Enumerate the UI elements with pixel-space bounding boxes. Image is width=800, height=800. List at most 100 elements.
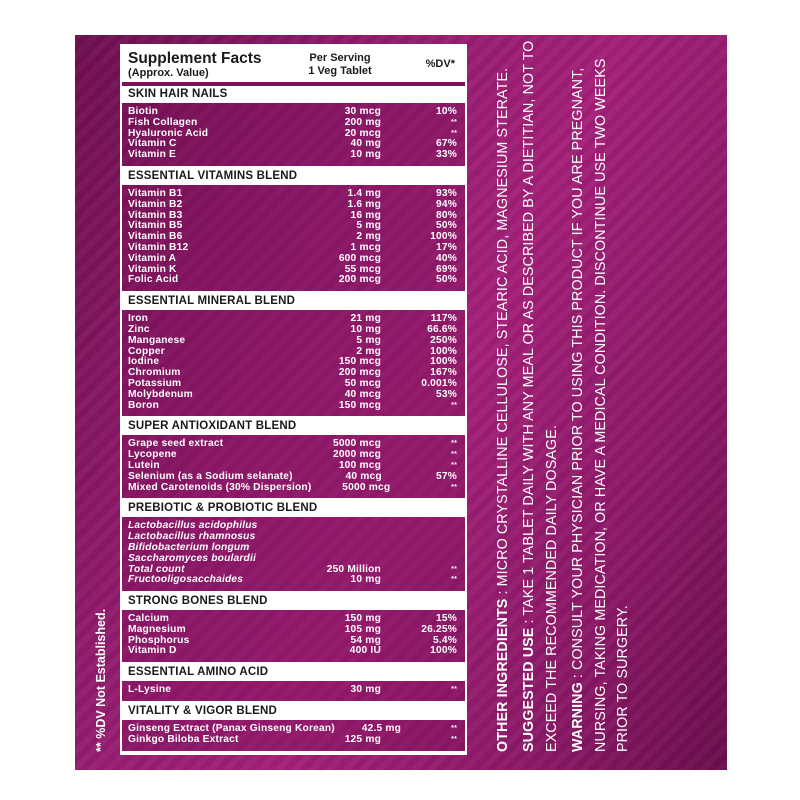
nutrient-dv: 15% <box>436 613 457 625</box>
nutrient-name: Ginkgo Biloba Extract <box>128 733 239 745</box>
nutrient-dv: 100% <box>430 231 457 243</box>
nutrient-name: Bifidobacterium longum <box>128 541 250 553</box>
nutrient-name: Vitamin B2 <box>128 198 183 210</box>
nutrient-dv: ** <box>451 401 457 409</box>
nutrient-amount: 10 mg <box>350 149 381 161</box>
nutrient-row: Vitamin A 600 mcg 40% <box>128 252 459 265</box>
nutrient-dv: 10% <box>436 106 457 117</box>
suggested-use: SUGGESTED USE : TAKE 1 TABLET DAILY WITH… <box>521 40 560 752</box>
nutrient-dv: 100% <box>430 645 457 657</box>
section-body: Ginseng Extract (Panax Ginseng Korean) 42… <box>122 720 465 753</box>
section-header: VITALITY & VIGOR BLEND <box>122 703 465 721</box>
nutrient-dv: ** <box>451 576 457 584</box>
nutrient-dv: 94% <box>436 198 457 210</box>
nutrient-amount: 42.5 mg <box>361 723 402 735</box>
nutrient-name: Chromium <box>128 367 181 379</box>
nutrient-name: L-Lysine <box>128 684 172 696</box>
nutrient-row: Saccharomyces boulardii <box>128 552 459 565</box>
nutrient-row: Lutein 100 mcg ** <box>128 459 459 472</box>
nutrient-amount: 30 mcg <box>344 106 381 117</box>
nutrient-row: Vitamin D 400 IU 100% <box>128 646 459 657</box>
nutrient-row: Fructooligosacchaides 10 mg ** <box>128 574 459 586</box>
nutrient-row: Selenium (as a Sodium selanate) 40 mcg 57% <box>128 470 459 483</box>
nutrient-dv: 0.001% <box>421 377 457 389</box>
nutrient-amount: 600 mcg <box>338 252 381 264</box>
nutrient-row: Hyaluronic Acid 20 mcg ** <box>128 128 459 140</box>
nutrient-dv: 17% <box>436 241 457 253</box>
nutrient-name: Selenium (as a Sodium selanate) <box>128 470 293 482</box>
nutrient-name: Lactobacillus acidophilus <box>128 520 258 532</box>
nutrient-name: Lactobacillus rhamnosus <box>128 531 256 543</box>
nutrient-row: Lycopene 2000 mcg ** <box>128 449 459 461</box>
facts-sections: SKIN HAIR NAILS Biotin 30 mcg 10% Fish Colla… <box>122 86 465 753</box>
nutrient-row: Iron 21 mg 117% <box>128 313 459 325</box>
section-body: Grape seed extract 5000 mcg ** Lycopene 2000… <box>122 435 465 501</box>
nutrient-dv <box>381 543 459 554</box>
nutrient-row: Magnesium 105 mg 26.25% <box>128 624 459 636</box>
section-body: Lactobacillus acidophilus Lactobacillus r… <box>122 517 465 594</box>
nutrient-name: Manganese <box>128 334 186 346</box>
nutrient-name: Vitamin B5 <box>128 220 183 232</box>
nutrient-amount: 55 mcg <box>344 263 381 275</box>
nutrient-name: Iron <box>128 313 149 325</box>
nutrient-amount: 200 mcg <box>338 274 381 286</box>
dv-header: %DV* <box>425 58 455 70</box>
nutrient-row: Zinc 10 mg 66.6% <box>128 323 459 336</box>
nutrient-dv: ** <box>451 440 457 448</box>
section-body: Vitamin B1 1.4 mg 93% Vitamin B2 1.6 mg 94% Vi… <box>122 184 465 294</box>
nutrient-dv: 50% <box>436 220 457 232</box>
nutrient-amount: 5 mg <box>356 334 381 346</box>
nutrient-name: Zinc <box>128 323 150 335</box>
nutrient-dv: 57% <box>436 470 457 482</box>
nutrient-row: Ginseng Extract (Panax Ginseng Korean) 42… <box>128 723 459 735</box>
nutrient-dv: ** <box>451 735 457 743</box>
nutrient-row: Vitamin B1 1.4 mg 93% <box>128 187 459 200</box>
nutrient-amount: 2 mg <box>356 345 381 357</box>
nutrient-amount: 2000 mcg <box>332 449 381 461</box>
nutrient-row: L-Lysine 30 mg ** <box>128 684 459 696</box>
nutrient-row: Grape seed extract 5000 mcg ** <box>128 439 459 450</box>
nutrient-row: Total count 250 Million ** <box>128 564 459 576</box>
nutrient-amount: 5000 mcg <box>342 481 391 493</box>
nutrient-amount: 16 mg <box>350 209 381 221</box>
nutrient-row: Folic Acid 200 mcg 50% <box>128 275 459 286</box>
dv-footnote: ** %DV Not Established. <box>94 608 108 752</box>
nutrient-dv: 40% <box>436 252 457 264</box>
nutrient-amount: 150 mg <box>344 613 381 625</box>
section-header: SKIN HAIR NAILS <box>122 86 465 103</box>
nutrient-row: Calcium 150 mg 15% <box>128 613 459 625</box>
nutrient-name: Vitamin E <box>128 149 177 161</box>
nutrient-amount <box>291 554 381 565</box>
nutrient-name: Biotin <box>128 106 159 117</box>
nutrient-row: Iodine 150 mcg 100% <box>128 357 459 368</box>
nutrient-amount: 21 mg <box>350 313 381 325</box>
nutrient-dv <box>381 532 459 543</box>
nutrient-amount <box>291 521 381 532</box>
nutrient-dv <box>381 554 459 565</box>
per-serving-header: Per Serving 1 Veg Tablet <box>308 52 372 77</box>
nutrient-amount: 1.4 mg <box>347 187 381 199</box>
nutrient-name: Molybdenum <box>128 388 193 400</box>
section-header: ESSENTIAL MINERAL BLEND <box>122 293 465 311</box>
nutrient-name: Vitamin B1 <box>128 187 183 199</box>
nutrient-name: Lutein <box>128 459 160 471</box>
nutrient-amount: 400 IU <box>349 645 381 657</box>
nutrient-name: Saccharomyces boulardii <box>128 552 257 564</box>
section-body: Biotin 30 mcg 10% Fish Collagen 200 mg ** Hyal… <box>122 103 465 168</box>
nutrient-dv: 100% <box>430 356 457 368</box>
nutrient-amount: 150 mcg <box>338 356 381 368</box>
nutrient-row: Vitamin B2 1.6 mg 94% <box>128 198 459 211</box>
nutrient-dv: 250% <box>430 334 457 346</box>
nutrient-name: Folic Acid <box>128 274 179 286</box>
nutrient-dv: ** <box>451 725 457 733</box>
nutrient-name: Phosphorus <box>128 634 190 646</box>
nutrient-amount: 1.6 mg <box>347 198 381 210</box>
nutrient-name: Grape seed extract <box>128 438 224 450</box>
nutrient-row: Vitamin B12 1 mcg 17% <box>128 241 459 254</box>
nutrient-name: Boron <box>128 399 159 411</box>
nutrient-row: Mixed Carotenoids (30% Dispersion) 5000 m… <box>128 481 459 494</box>
nutrient-dv: 50% <box>436 274 457 286</box>
nutrient-name: Iodine <box>128 356 160 368</box>
nutrient-amount: 40 mg <box>350 138 381 150</box>
nutrient-dv <box>381 521 459 532</box>
